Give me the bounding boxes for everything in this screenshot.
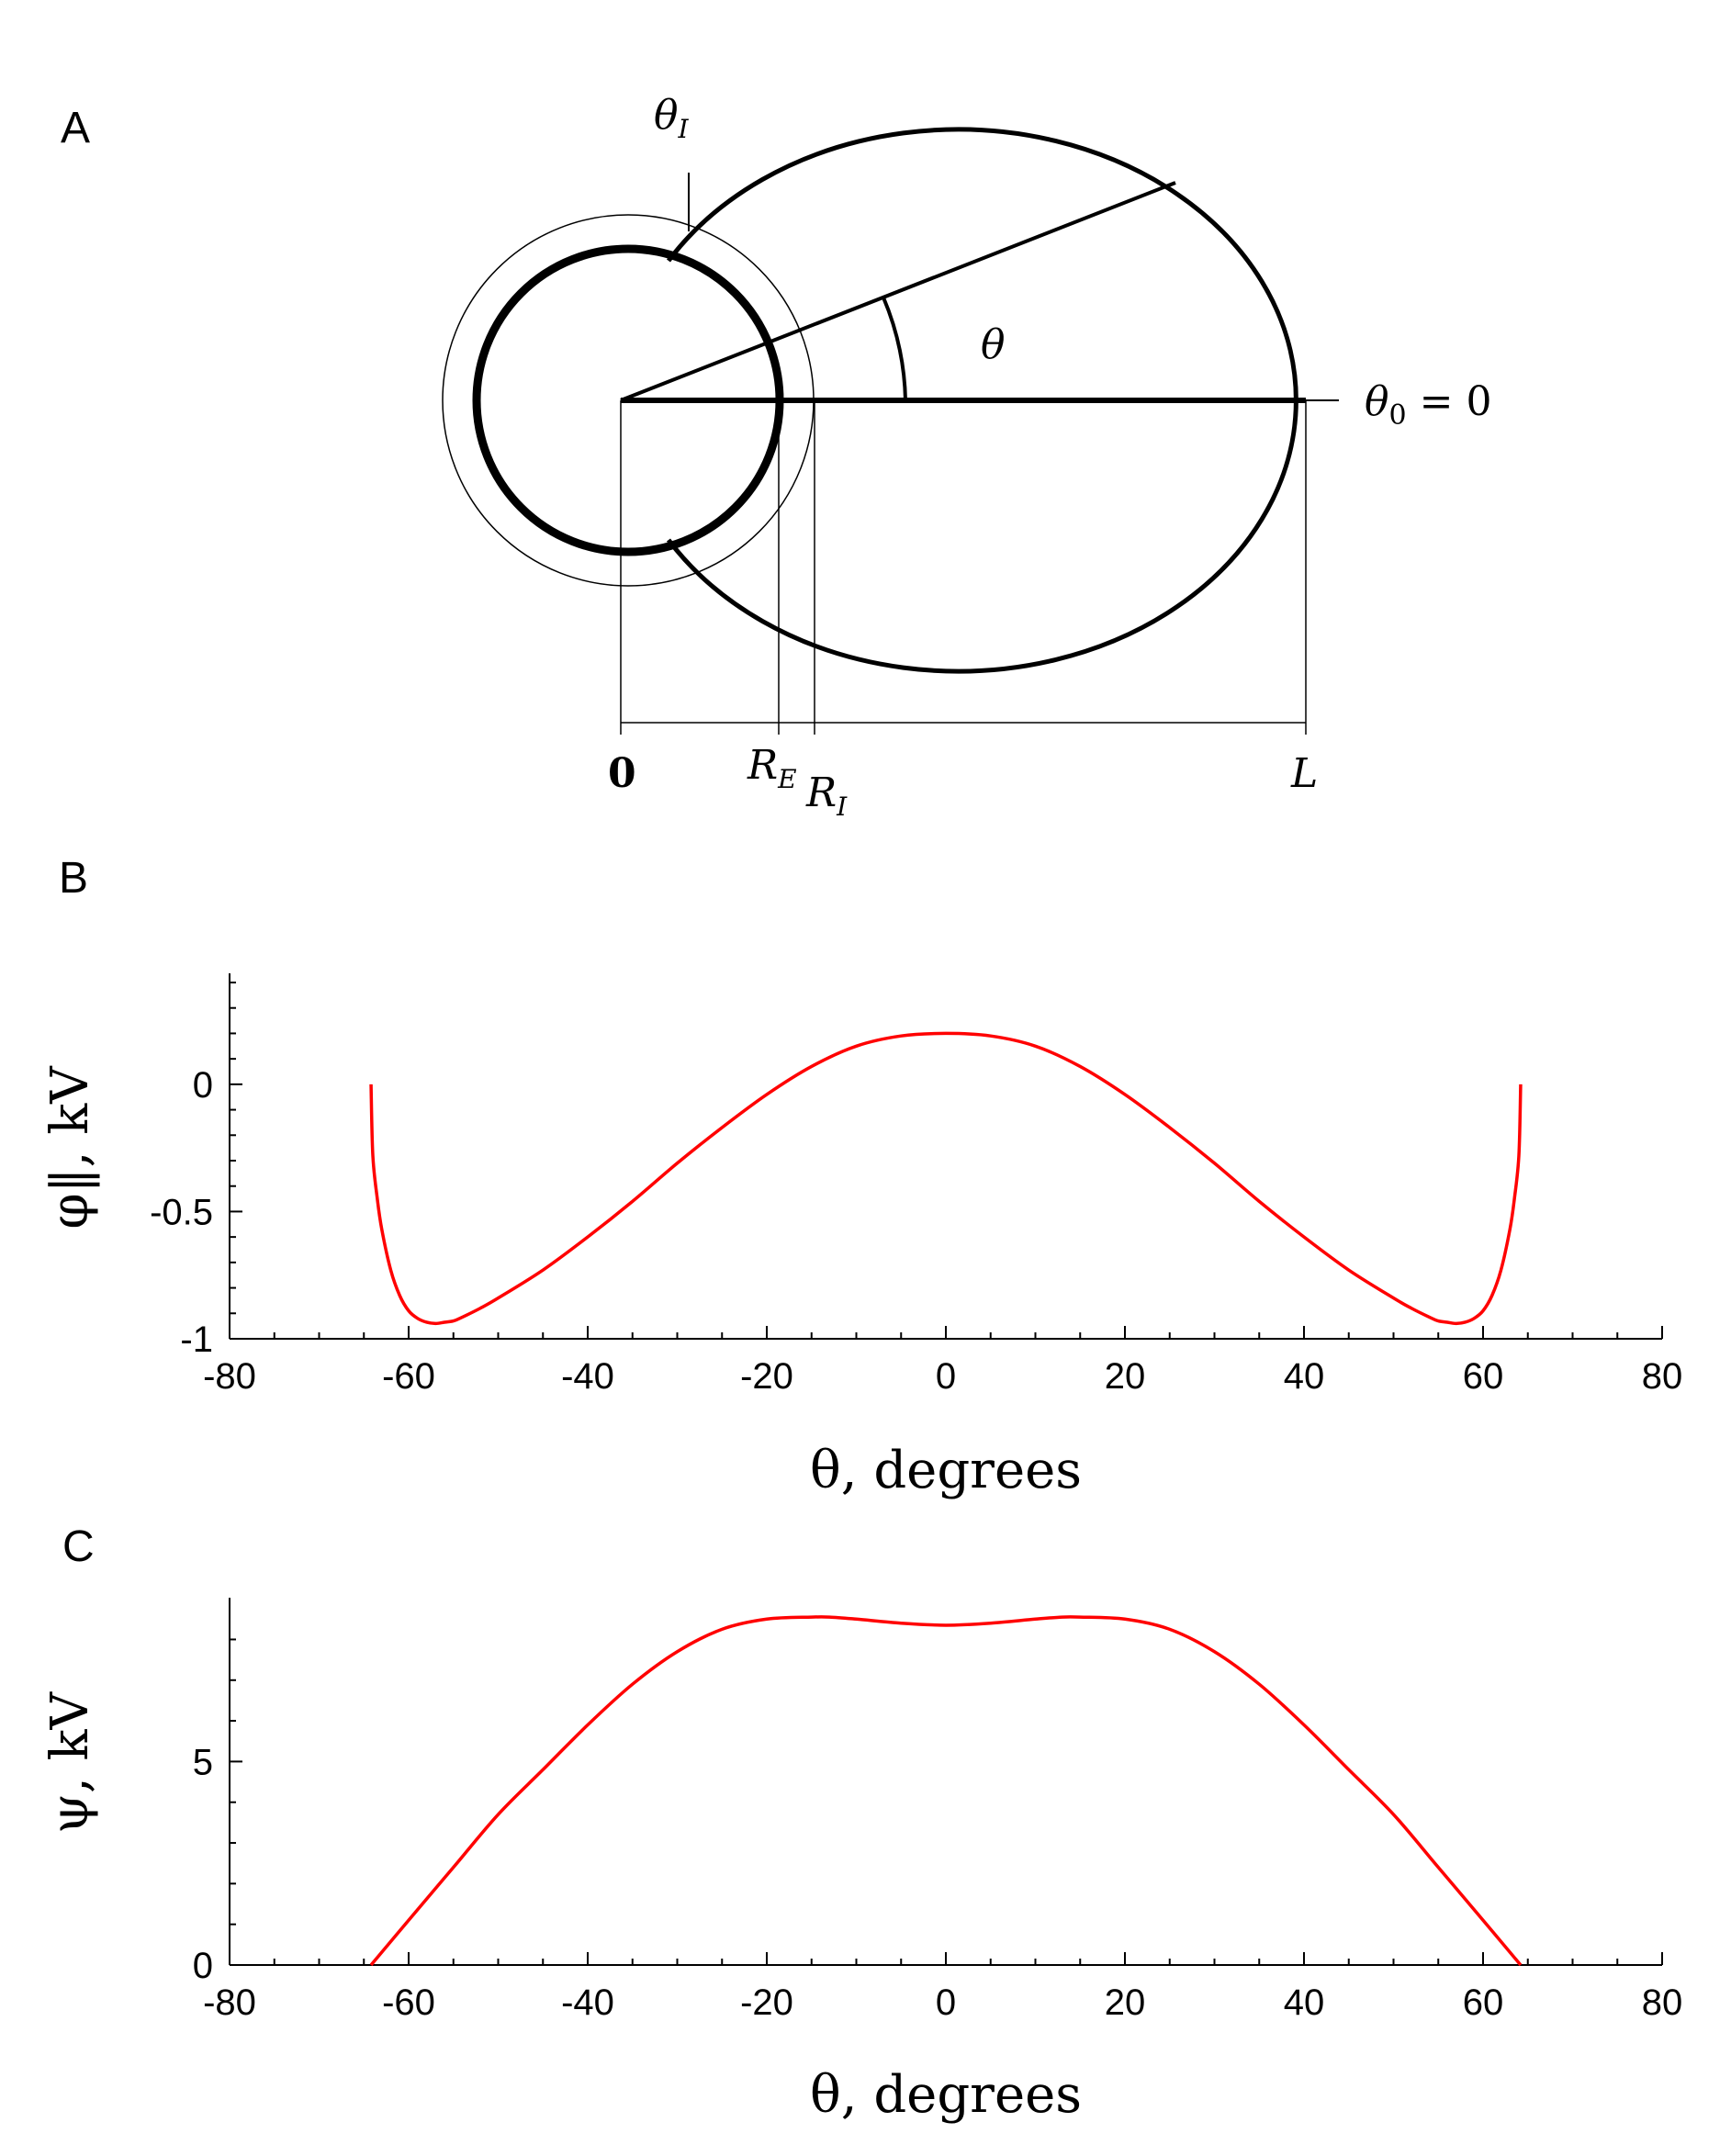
x-tick-label: -60 [382, 1982, 435, 2023]
panel-b: B -80 -60 -40 -20 0 20 40 60 80 -1 -0.5 0 θ, degrees… [40, 854, 1682, 1500]
theta-label: θ [981, 321, 1006, 368]
series-line [369, 1615, 1523, 1967]
ri-label: RI [805, 769, 848, 822]
chart-c: -80 -60 -40 -20 0 20 40 60 80 0 5 θ, degrees ψ, kV [40, 1598, 1682, 2125]
x-tick-label: 80 [1642, 1356, 1683, 1397]
y-tick-label: -1 [180, 1319, 213, 1360]
y-tick-label: 0 [193, 1946, 213, 1986]
y-tick-label: 5 [193, 1742, 213, 1782]
x-tick-label: 80 [1642, 1982, 1683, 2023]
x-tick-label: -40 [561, 1356, 614, 1397]
x-tick-label: 40 [1284, 1982, 1325, 2023]
x-axis-title: θ, degrees [810, 2065, 1082, 2125]
theta0-label: θ0 = 0 [1365, 378, 1491, 432]
x-tick-label: 0 [936, 1356, 956, 1397]
panel-a: A θI θ θ0 = 0 0 RE RI L [61, 92, 1491, 822]
panel-c: C -80 -60 -40 -20 0 20 40 60 80 0 5 θ, degrees ψ, kV [40, 1522, 1682, 2125]
x-tick-label: 60 [1463, 1356, 1504, 1397]
x-tick-label: 20 [1105, 1356, 1146, 1397]
x-axis-title: θ, degrees [810, 1441, 1082, 1500]
panel-letter-b: B [59, 854, 88, 903]
x-tick-label: -40 [561, 1982, 614, 2023]
x-tick-label: -20 [740, 1356, 793, 1397]
re-label: RE [747, 742, 797, 794]
chart-b: -80 -60 -40 -20 0 20 40 60 80 -1 -0.5 0 θ, degrees φ‖… [40, 973, 1682, 1500]
x-tick-label: -80 [203, 1982, 256, 2023]
y-tick-label: 0 [193, 1065, 213, 1106]
y-axis-title: φ‖, kV [40, 1065, 100, 1230]
x-tick-label: 20 [1105, 1982, 1146, 2023]
x-tick-label: 40 [1284, 1356, 1325, 1397]
x-tick-label: -60 [382, 1356, 435, 1397]
y-tick-label: -0.5 [150, 1192, 213, 1232]
x-tick-label: 0 [936, 1982, 956, 2023]
x-tick-label: 60 [1463, 1982, 1504, 2023]
theta-i-label: θI [654, 92, 690, 144]
panel-letter-c: C [62, 1522, 95, 1571]
theta-arc [882, 297, 907, 401]
radial-line [620, 181, 1176, 402]
origin-label: 0 [608, 750, 636, 797]
x-tick-label: -80 [203, 1356, 256, 1397]
series-line [369, 1031, 1523, 1326]
panel-letter-a: A [61, 104, 90, 152]
y-axis-title: ψ, kV [40, 1690, 100, 1833]
x-tick-label: -20 [740, 1982, 793, 2023]
l-label: L [1290, 750, 1318, 797]
